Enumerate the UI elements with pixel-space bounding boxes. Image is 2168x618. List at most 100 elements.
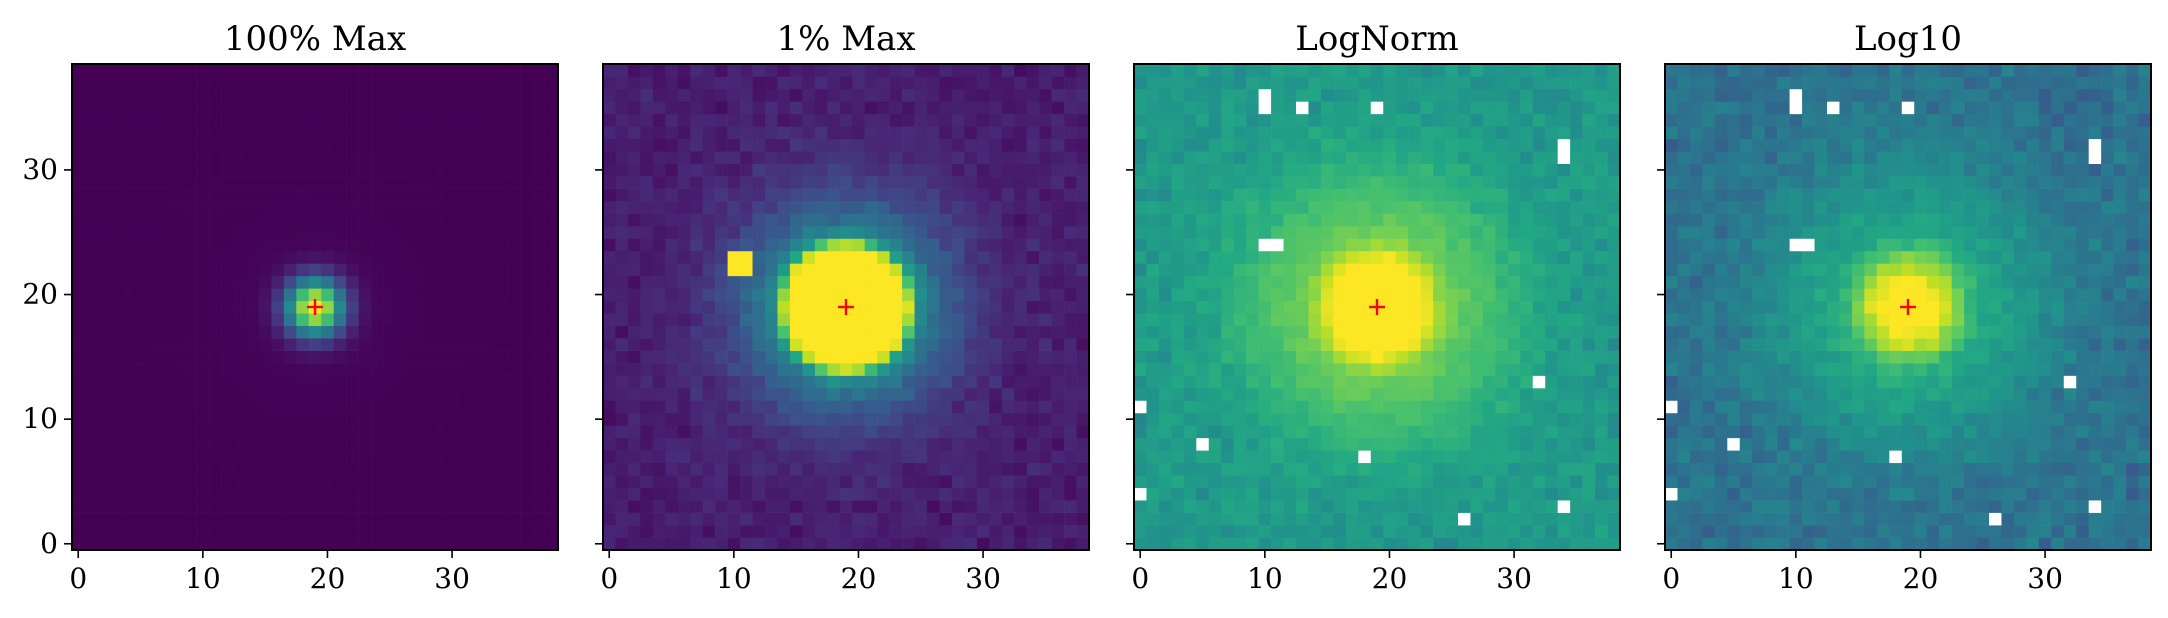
heatmap-cell [358,425,372,439]
heatmap-cell [1557,475,1571,488]
heatmap-cell [1014,226,1027,239]
heatmap-cell [777,263,791,277]
heatmap-cell [752,412,766,426]
heatmap-cell [989,176,1003,189]
heatmap-cell [1557,126,1571,140]
heatmap-cell [864,525,878,538]
heatmap-cell [495,176,509,189]
heatmap-cell [470,462,484,476]
heatmap-cell [146,400,160,414]
heatmap-cell [1158,113,1172,127]
heatmap-cell [1470,425,1484,439]
heatmap-cell [221,126,235,140]
heatmap-cell [184,126,197,140]
heatmap-cell [1221,425,1234,439]
heatmap-cell [308,325,322,339]
heatmap-cell [1370,537,1384,551]
heatmap-cell [1570,313,1583,326]
heatmap-cell [1146,226,1160,239]
heatmap-cell [1146,400,1160,414]
heatmap-cell [121,487,135,501]
heatmap-cell [877,500,890,513]
heatmap-cell [1408,113,1421,127]
heatmap-cell [1495,425,1509,439]
heatmap-cell [1408,250,1421,264]
heatmap-cell [1727,425,1741,439]
heatmap-cell [814,400,828,414]
heatmap-cell [508,76,521,90]
heatmap-cell [84,201,98,214]
heatmap-cell [677,201,691,214]
heatmap-cell [1271,76,1284,90]
heatmap-cell [209,126,222,140]
heatmap-cell [433,512,447,526]
heatmap-cell [877,88,890,102]
heatmap-cell [1271,88,1284,102]
heatmap-cell [603,450,616,464]
heatmap-cell [1470,188,1484,202]
heatmap-cell [1221,176,1234,189]
heatmap-cell [1458,250,1471,264]
heatmap-cell [765,313,778,326]
heatmap-cell [939,412,953,426]
heatmap-cell [2051,487,2065,501]
heatmap-cell [420,525,434,538]
heatmap-cell [1296,300,1309,314]
heatmap-cell [396,288,409,302]
heatmap-cell [852,138,865,152]
heatmap-cell [603,400,616,414]
heatmap-cell [989,88,1003,102]
heatmap-cell [1196,300,1210,314]
heatmap-cell [1532,188,1546,202]
center-marker [307,299,323,315]
heatmap-cell [1914,475,1927,488]
heatmap-cell [1039,500,1052,513]
heatmap-cell [383,88,397,102]
heatmap-cell [802,300,816,314]
heatmap-cell [1146,151,1160,164]
heatmap-cell [1545,238,1558,252]
heatmap-cell [1370,475,1384,488]
heatmap-cell [1208,263,1222,277]
heatmap-cell [84,88,98,102]
heatmap-cell [1939,500,1952,513]
heatmap-cell [1233,176,1247,189]
heatmap-cell [1283,313,1297,326]
heatmap-cell [1520,176,1534,189]
heatmap-cell [976,475,990,488]
heatmap-cell [1458,238,1471,252]
heatmap-cell [371,425,384,439]
heatmap-cell [976,500,990,513]
heatmap-cell [1345,462,1359,476]
heatmap-cell [1976,537,1990,551]
heatmap-cell [752,76,766,90]
heatmap-cell [1246,338,1259,351]
heatmap-cell [989,375,1003,389]
heatmap-cell [420,475,434,488]
heatmap-cell [171,425,185,439]
heatmap-cell [1520,437,1534,451]
heatmap-cell [1595,64,1608,77]
heatmap-cell [1358,126,1372,140]
heatmap-cell [234,525,247,538]
heatmap-cell [1607,176,1621,189]
heatmap-cell [483,88,496,102]
heatmap-cell [615,400,629,414]
heatmap-cell [1383,126,1396,140]
heatmap-cell [1134,201,1147,214]
heatmap-cell [420,76,434,90]
heatmap-cell [902,325,915,339]
heatmap-cell [1689,487,1703,501]
heatmap-cell [715,437,728,451]
heatmap-cell [1470,412,1484,426]
heatmap-cell [234,151,247,164]
heatmap-cell [209,176,222,189]
heatmap-cell [1039,76,1052,90]
heatmap-cell [209,425,222,439]
heatmap-cell [927,76,940,90]
heatmap-cell [196,113,210,127]
heatmap-cell [939,388,953,401]
heatmap-cell [458,188,472,202]
heatmap-cell [1520,338,1534,351]
heatmap-cell [1158,238,1172,252]
